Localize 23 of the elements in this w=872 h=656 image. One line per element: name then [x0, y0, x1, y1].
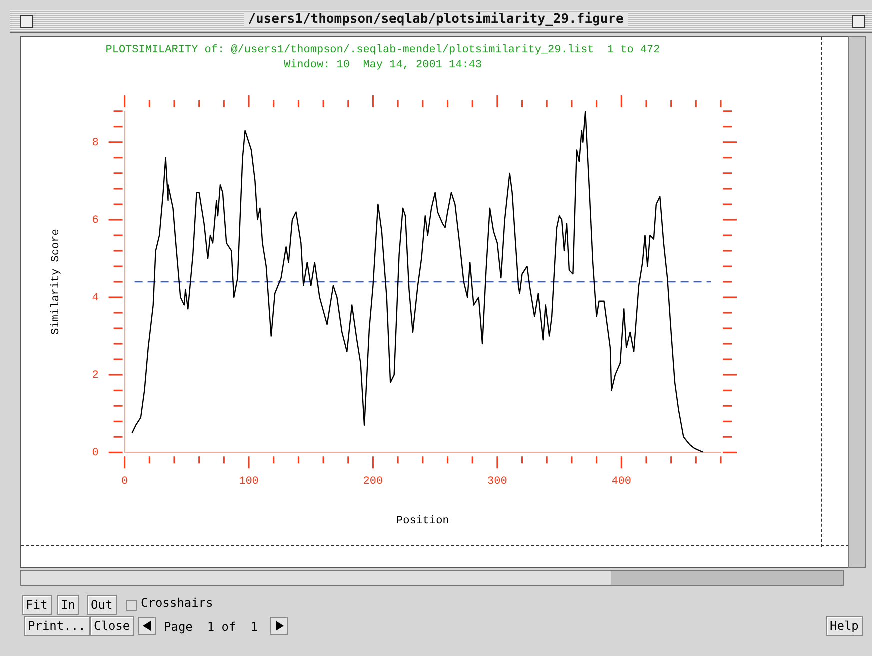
text: /users1/thompson/seqlab/plotsimilarity_29.figure	[244, 12, 628, 27]
x-tick-label: 200	[363, 476, 384, 488]
text: Fit	[22, 595, 52, 615]
text: Crosshairs	[141, 596, 214, 610]
y-tick-label: 0	[92, 448, 99, 460]
y-tick-label: 4	[92, 292, 100, 304]
chart-subtitle: Window: 10 May 14, 2001 14:43	[284, 60, 482, 72]
text: Help	[826, 616, 863, 636]
chart-title: PLOTSIMILARITY of: @/users1/thompson/.seqlab-mendel/plotsimilarity_29.list 1 to 472	[106, 44, 660, 57]
x-axis-title: Position	[396, 515, 450, 528]
text: Page 1 of 1	[164, 620, 258, 634]
y-tick-label: 6	[92, 214, 99, 227]
x-tick-label: 400	[612, 476, 632, 488]
text: Out	[87, 595, 117, 615]
text: Close	[90, 616, 134, 636]
x-tick-label: 0	[121, 476, 128, 488]
y-axis-title: Similarity Score	[50, 229, 63, 335]
text: In	[57, 595, 80, 615]
y-tick-label: 2	[92, 370, 99, 382]
x-tick-label: 300	[488, 476, 508, 488]
y-tick-label: 8	[92, 137, 99, 150]
x-tick-label: 100	[239, 476, 259, 488]
text: Print...	[24, 616, 90, 636]
